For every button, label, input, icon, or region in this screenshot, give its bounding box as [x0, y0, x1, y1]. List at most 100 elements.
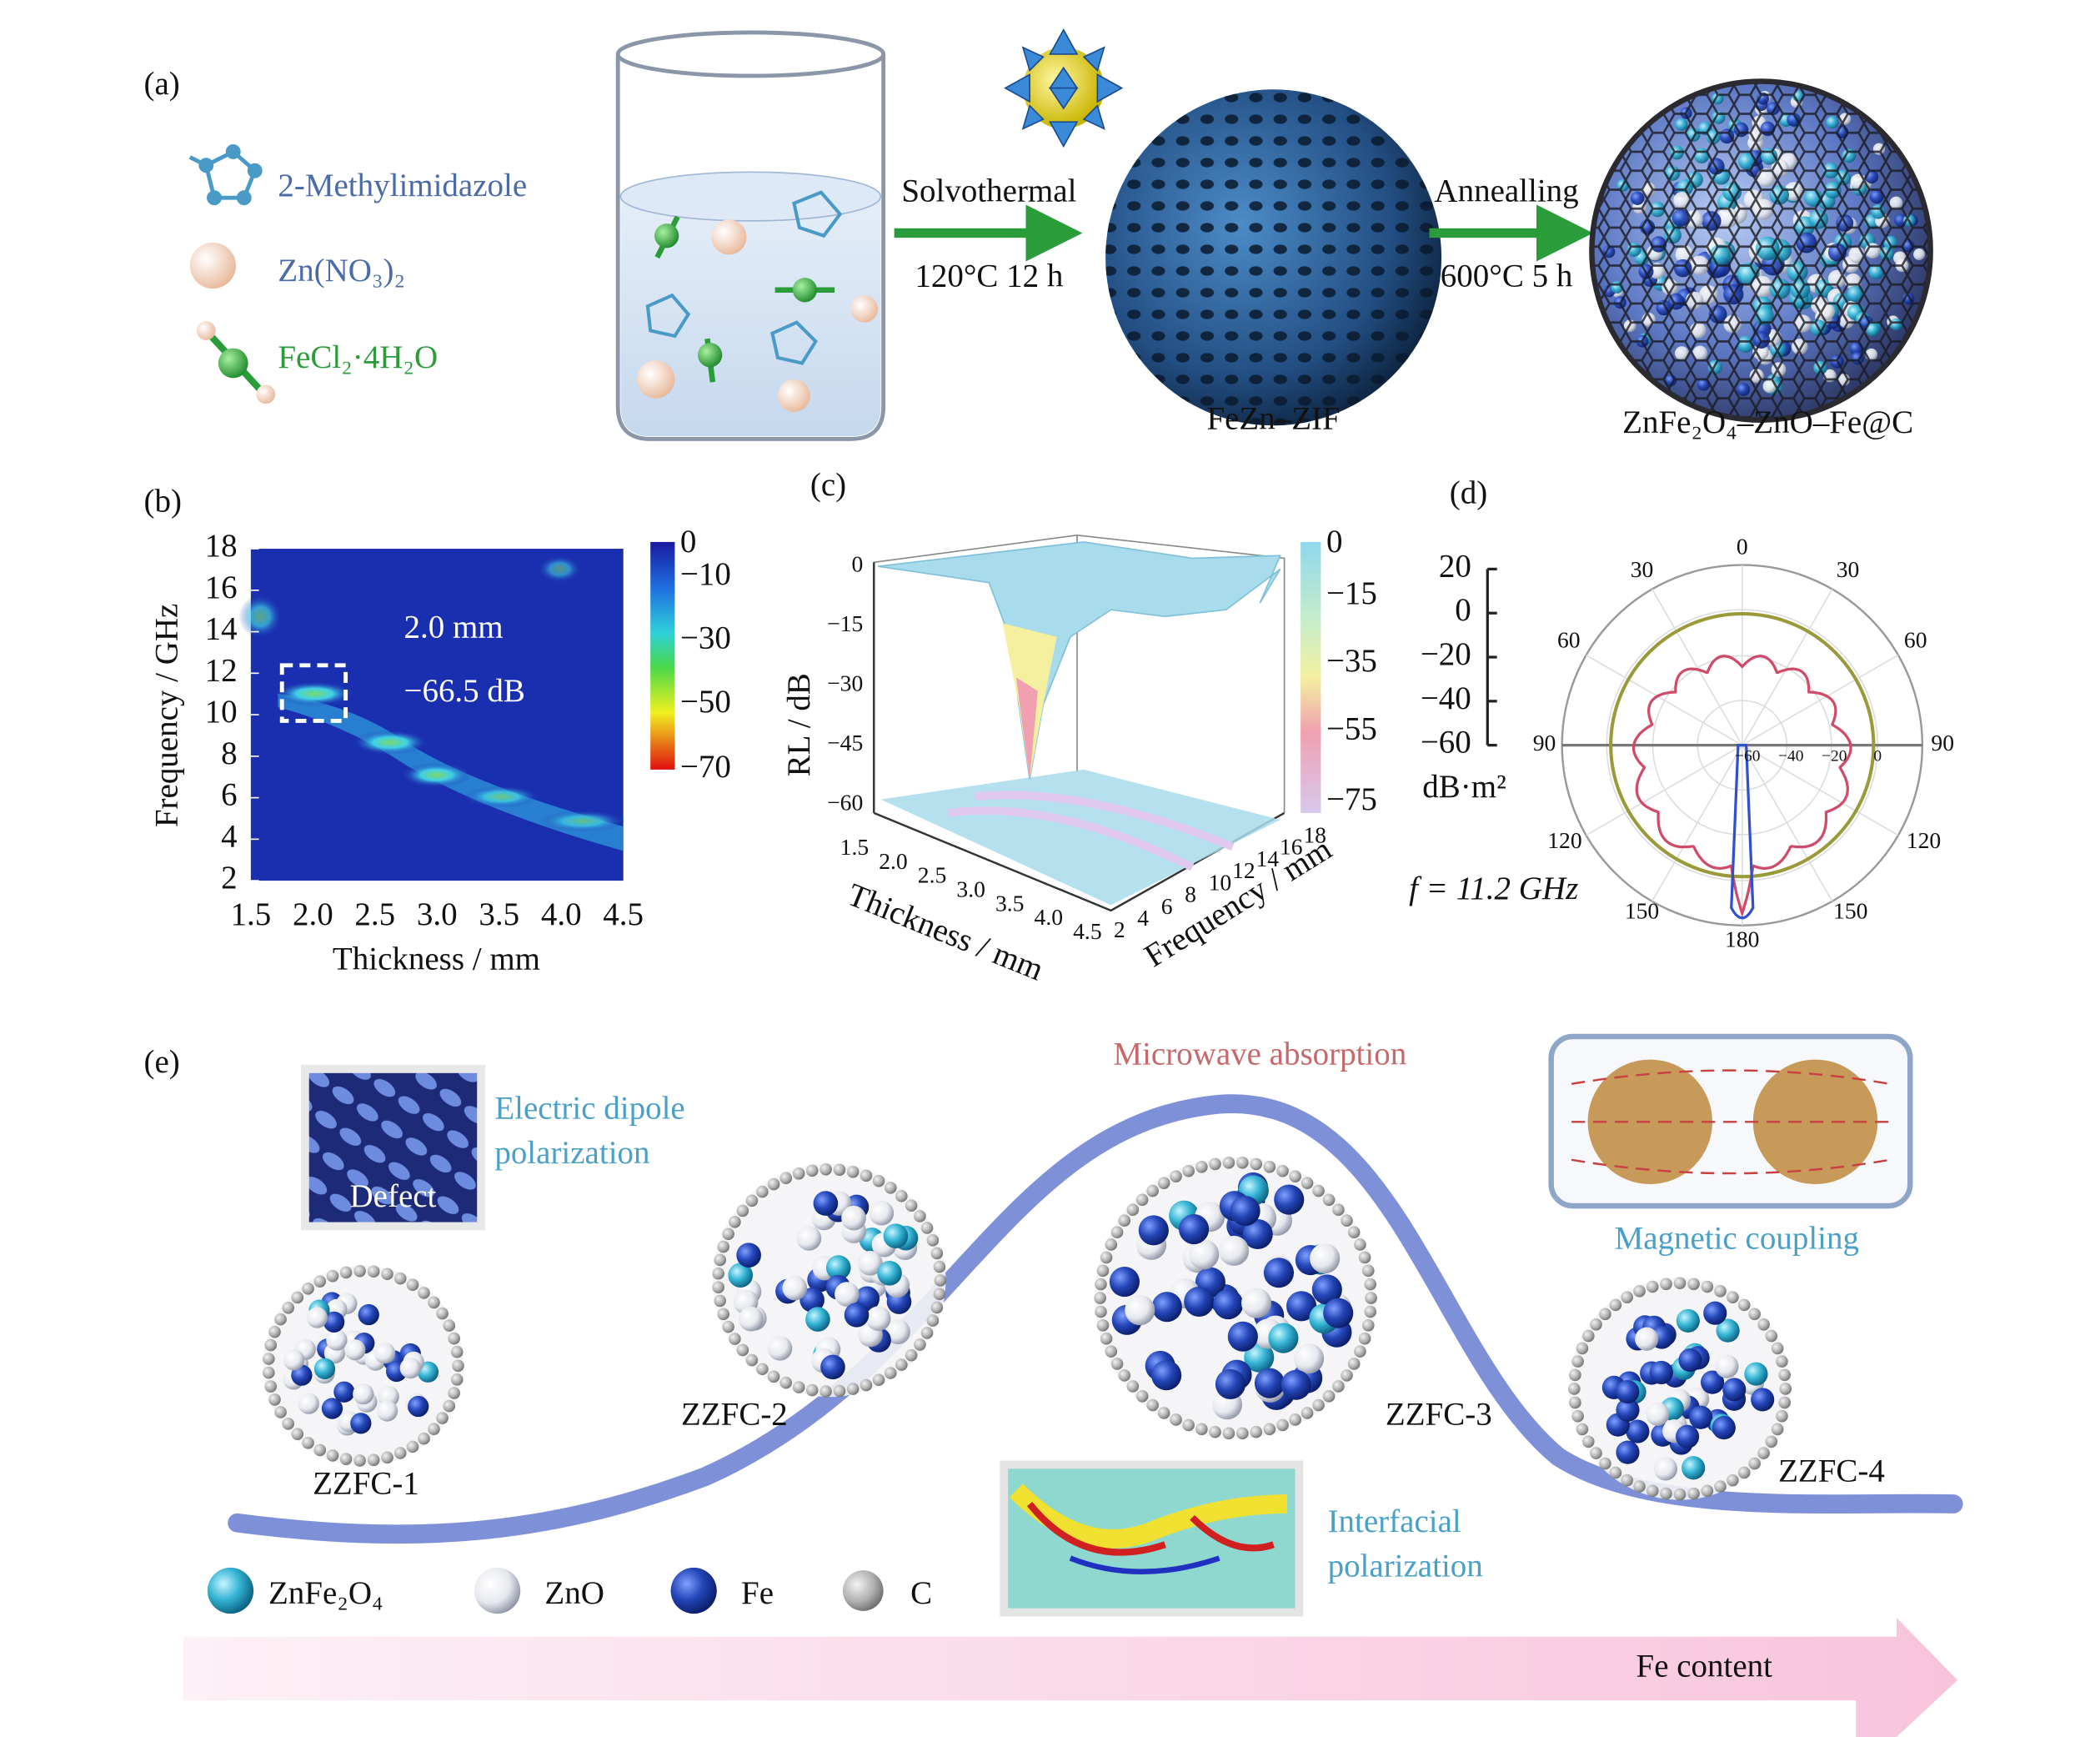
- carbon-sphere: [729, 1215, 741, 1228]
- carbon-sphere: [1250, 1425, 1263, 1438]
- particle: [736, 1243, 761, 1268]
- decor-path: [615, 53, 886, 441]
- carbon-sphere: [1341, 1369, 1353, 1382]
- legend-sphere: [842, 1570, 884, 1611]
- carbon-sphere: [905, 1348, 918, 1362]
- angle-label: 150: [1625, 897, 1659, 923]
- particle: [738, 1306, 764, 1332]
- carbon-sphere: [1358, 1251, 1371, 1264]
- carbon-sphere: [1118, 1369, 1131, 1382]
- carbon-sphere: [1771, 1423, 1784, 1436]
- particle: [1311, 1274, 1342, 1305]
- y-tick-label: 6: [1161, 893, 1173, 919]
- magnetic-inset: [1548, 1033, 1913, 1209]
- decor-ellipse: [538, 555, 582, 583]
- particle: [323, 1311, 345, 1333]
- carbon-sphere: [381, 1451, 393, 1464]
- particle: [1616, 1398, 1640, 1422]
- particle: [298, 1393, 319, 1414]
- carbon-sphere: [792, 1381, 805, 1393]
- carbon-sphere: [1332, 1380, 1345, 1393]
- particle: [326, 1329, 348, 1351]
- carbon-sphere: [1105, 1345, 1118, 1358]
- carbon-sphere: [1776, 1355, 1788, 1368]
- reference-circle: [1609, 612, 1876, 879]
- carbon-sphere: [367, 1265, 380, 1278]
- carbon-sphere: [1590, 1318, 1602, 1331]
- x-tick-label: 2.5: [354, 896, 395, 932]
- particle: [1678, 1348, 1702, 1373]
- particle: [857, 1250, 883, 1276]
- angle-label: 0: [1737, 533, 1748, 559]
- particle: [1151, 1360, 1182, 1391]
- carbon-sphere: [1361, 1318, 1375, 1332]
- particle: [1310, 1243, 1341, 1274]
- interfacial-inset: [1000, 1460, 1304, 1617]
- angle-label: 180: [1725, 926, 1759, 952]
- angle-label: 90: [1931, 730, 1954, 756]
- carbon-sphere: [1571, 1355, 1584, 1368]
- carbon-sphere: [1341, 1214, 1353, 1227]
- scale-label: −40: [1421, 680, 1471, 716]
- particle: [1268, 1323, 1299, 1353]
- carbon-sphere: [418, 1432, 430, 1445]
- y-tick-label: 18: [205, 528, 238, 564]
- x-tick-label: 4.0: [1035, 904, 1064, 930]
- particle: [1241, 1288, 1272, 1318]
- fe-content-arrow: [183, 1618, 1958, 1737]
- scale-label: 0: [1455, 592, 1471, 628]
- particle: [1712, 1416, 1736, 1440]
- carbon-sphere: [264, 1380, 278, 1393]
- decor-circle: [850, 295, 879, 323]
- decor-line: [188, 155, 208, 168]
- mechanism-label: Electric dipole: [494, 1090, 684, 1126]
- carbon-sphere: [1301, 1177, 1314, 1189]
- decor-ellipse: [539, 810, 626, 832]
- cluster: [1094, 1156, 1377, 1440]
- particle: [1215, 1368, 1245, 1399]
- carbon-sphere: [393, 1272, 407, 1285]
- carbon-sphere: [1748, 1457, 1761, 1470]
- decor-circle: [218, 348, 248, 379]
- z-tick-label: −30: [827, 670, 863, 695]
- x-tick-label: 2.0: [879, 848, 908, 874]
- mechanism-label: Interfacial: [1328, 1504, 1461, 1539]
- panel-e: (e) Fe content Microwave absorption Defe…: [144, 1033, 1963, 1737]
- product-label: ZnFe₂O₄–ZnO–Fe@C: [1622, 404, 1913, 440]
- carbon-sphere: [1182, 1164, 1195, 1177]
- unit: dB·m²: [1422, 769, 1506, 805]
- carbon-sphere: [1236, 1156, 1249, 1169]
- carbon-sphere: [1170, 1413, 1182, 1426]
- carbon-sphere: [1765, 1435, 1778, 1448]
- carbon-sphere: [1569, 1368, 1581, 1382]
- carbon-sphere: [745, 1194, 759, 1207]
- carbon-sphere: [291, 1428, 304, 1440]
- carbon-sphere: [1358, 1332, 1371, 1345]
- particle: [1244, 1342, 1275, 1373]
- zif-sphere: [1105, 89, 1442, 426]
- y-tick-label: 8: [1185, 881, 1196, 907]
- carbon-sphere: [1289, 1413, 1301, 1426]
- carbon-sphere: [1757, 1318, 1770, 1331]
- carbon-sphere: [714, 1294, 727, 1308]
- panel-label: (c): [810, 467, 846, 503]
- carbon-sphere: [712, 1267, 724, 1280]
- intermediate-label: FeZn–ZIF: [1206, 400, 1340, 436]
- carbon-sphere: [1567, 1383, 1581, 1395]
- particle: [1323, 1298, 1354, 1328]
- particle: [1274, 1184, 1305, 1215]
- particle: [1626, 1419, 1650, 1443]
- frequency-label: f = 11.2 GHz: [1409, 871, 1578, 906]
- carbon-sphere: [326, 1269, 339, 1283]
- particle: [1263, 1258, 1295, 1288]
- carbon-sphere: [895, 1358, 908, 1371]
- rcs-beam: [1730, 744, 1755, 920]
- carbon-sphere: [443, 1319, 456, 1332]
- decor-ellipse: [619, 171, 882, 222]
- particle: [1179, 1213, 1210, 1245]
- carbon-sphere: [1576, 1342, 1589, 1355]
- carbon-sphere: [872, 1174, 885, 1187]
- x-tick-label: 3.0: [417, 896, 458, 932]
- legend-sphere: [207, 1567, 254, 1614]
- carbon-sphere: [274, 1313, 287, 1326]
